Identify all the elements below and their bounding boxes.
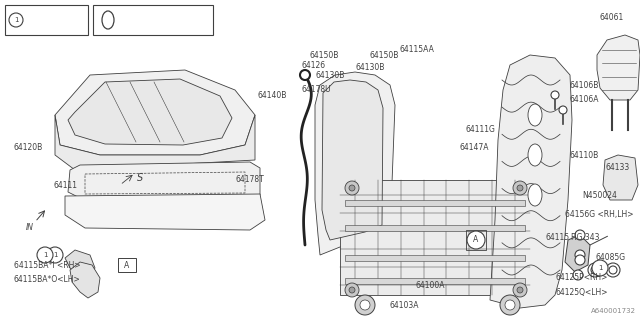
Polygon shape [490,55,572,308]
Text: A: A [124,260,130,269]
Text: 64115AA: 64115AA [400,45,435,54]
Text: 64115BA*O<LH>: 64115BA*O<LH> [14,275,81,284]
Text: 64126: 64126 [302,60,326,69]
Text: 0710007: 0710007 [26,15,63,25]
Circle shape [517,185,523,191]
Polygon shape [65,250,95,278]
Circle shape [355,295,375,315]
Bar [345,278,525,284]
Circle shape [300,70,310,80]
Circle shape [345,181,359,195]
Bar [93,5,213,35]
Circle shape [551,91,559,99]
Bar [345,225,525,231]
Circle shape [360,300,370,310]
Circle shape [349,185,355,191]
Text: 64103A: 64103A [390,300,419,309]
Text: N450024: N450024 [582,190,617,199]
Text: S: S [137,173,143,183]
Text: IN: IN [26,222,34,231]
Circle shape [588,263,602,277]
Ellipse shape [105,15,111,25]
Polygon shape [603,155,638,200]
Text: 1: 1 [43,252,47,258]
Bar [5,5,88,35]
Polygon shape [68,79,232,145]
Circle shape [47,247,63,263]
Text: 1: 1 [13,17,19,23]
Polygon shape [65,194,265,230]
Polygon shape [322,80,383,240]
Text: 64061: 64061 [600,13,624,22]
Text: 64130B: 64130B [355,63,385,73]
Polygon shape [315,72,395,255]
Text: 64140B: 64140B [258,91,287,100]
Polygon shape [565,235,590,272]
Circle shape [575,255,585,265]
Text: A: A [474,236,479,244]
Circle shape [500,295,520,315]
Circle shape [606,263,620,277]
Bar [340,180,530,295]
Text: 64156G <RH,LH>: 64156G <RH,LH> [565,211,634,220]
Circle shape [609,266,617,274]
Circle shape [573,270,583,280]
Circle shape [349,287,355,293]
Text: 1: 1 [598,265,602,271]
Text: 64125Q<LH>: 64125Q<LH> [555,287,607,297]
Text: FIG.343: FIG.343 [570,234,600,243]
Circle shape [575,230,585,240]
Polygon shape [70,262,100,298]
Polygon shape [55,70,255,155]
Text: HOG RING Qty60: HOG RING Qty60 [118,22,179,28]
Text: 64147A: 64147A [460,143,490,153]
Circle shape [513,181,527,195]
Bar [466,230,486,250]
Text: 64115BA*I <RH>: 64115BA*I <RH> [14,260,81,269]
Circle shape [9,13,23,27]
Text: 64111: 64111 [53,181,77,190]
Circle shape [505,300,515,310]
Text: 64178U: 64178U [302,85,332,94]
Ellipse shape [102,11,114,29]
Text: 64085G: 64085G [595,253,625,262]
Polygon shape [597,35,640,100]
Text: 64133: 64133 [605,164,629,172]
Circle shape [37,247,53,263]
Text: 64120B: 64120B [14,143,44,153]
Polygon shape [55,115,255,170]
Circle shape [513,283,527,297]
Text: 64125P<RH>: 64125P<RH> [555,274,607,283]
Circle shape [559,106,567,114]
Text: 64130B: 64130B [315,70,344,79]
Text: 64110B: 64110B [570,150,599,159]
Circle shape [575,250,585,260]
Text: 64115: 64115 [545,234,569,243]
Bar [345,255,525,261]
Text: A640001732: A640001732 [591,308,636,314]
Circle shape [467,231,485,249]
Circle shape [345,283,359,297]
Ellipse shape [528,104,542,126]
Circle shape [592,260,608,276]
Circle shape [591,266,599,274]
Text: 64150B: 64150B [370,51,399,60]
Ellipse shape [528,144,542,166]
Bar [345,200,525,206]
Bar [118,258,136,272]
Ellipse shape [528,184,542,206]
Text: 64100A: 64100A [415,281,445,290]
Text: 64178T: 64178T [236,174,265,183]
Text: 64111G: 64111G [465,125,495,134]
Circle shape [517,287,523,293]
Text: 64150B: 64150B [310,51,339,60]
Text: 64333N: 64333N [118,9,149,18]
Text: 64106B: 64106B [570,81,600,90]
Text: 64106A: 64106A [570,95,600,105]
Polygon shape [68,162,260,200]
Text: 1: 1 [52,252,57,258]
